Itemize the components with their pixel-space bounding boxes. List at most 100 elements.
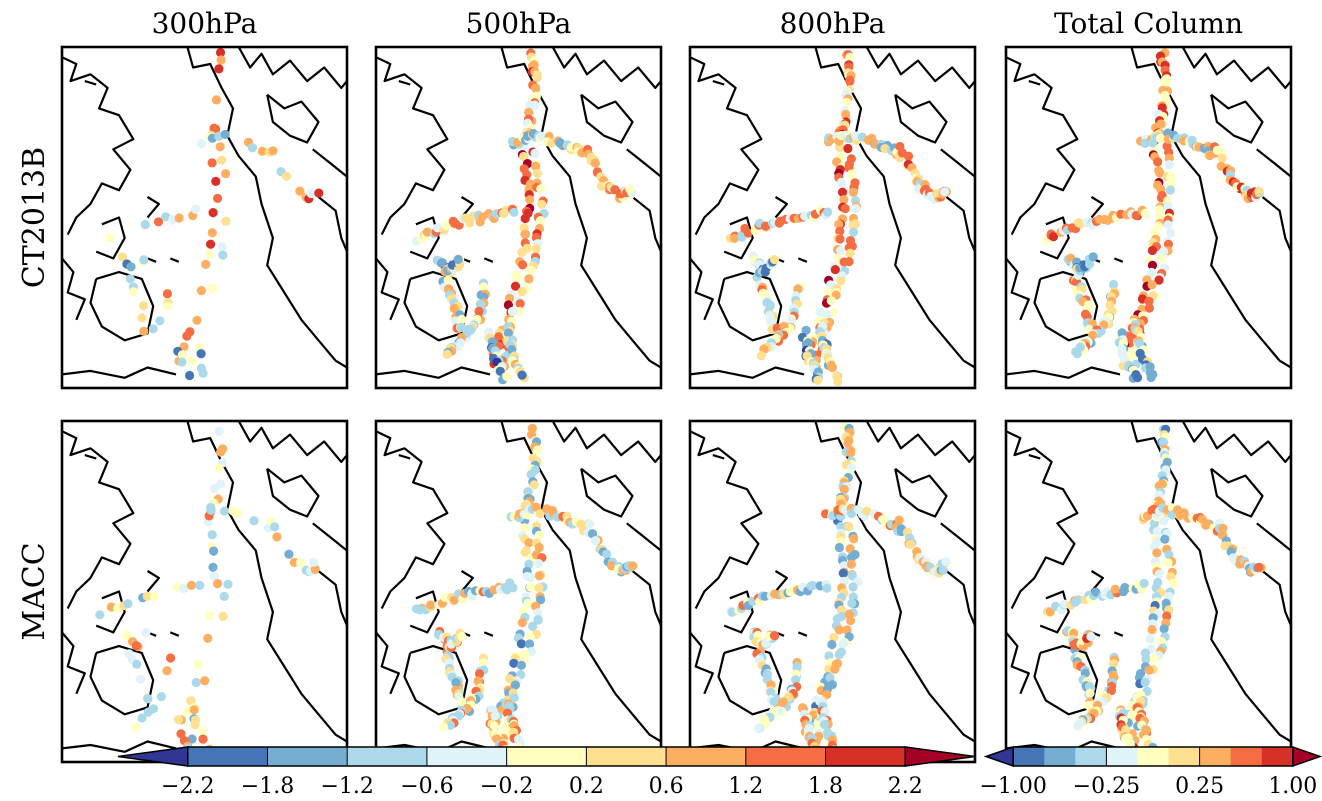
obs-point [520,229,531,239]
obs-point [1140,677,1150,688]
coastline [1039,590,1070,634]
coastline [1090,570,1104,593]
panel-frame [688,419,977,764]
obs-point [847,598,857,608]
obs-point [839,257,849,267]
obs-point [153,217,164,227]
coastline [1039,216,1070,260]
column-titles: 300hPa 500hPa 800hPa Total Column [152,7,1243,40]
obs-point [839,561,849,571]
obs-point [1106,686,1116,696]
obs-point [206,239,216,249]
obs-point [216,55,226,65]
obs-point [845,248,855,258]
obs-point [518,260,528,270]
colorbar-tick-label: −2.2 [161,774,214,799]
obs-point [475,299,486,309]
obs-point [939,187,950,197]
obs-point [197,726,207,736]
map-panel [60,419,349,764]
obs-point [791,675,801,685]
coastline [483,257,494,263]
coastline [62,430,135,609]
coastline [376,257,400,321]
obs-point [606,561,617,571]
obs-point [208,208,218,218]
obs-point [834,625,844,635]
coastline [1210,93,1264,144]
coastline [940,522,975,552]
panel-frame [60,419,349,764]
obs-point [532,73,542,83]
obs-point [1131,210,1141,221]
obs-point [295,558,305,568]
obs-point [1072,349,1082,359]
obs-point [233,508,243,518]
obs-point [823,287,833,297]
coastline [1113,257,1124,263]
obs-point [95,610,105,620]
coastline [797,631,808,637]
obs-point [162,289,172,299]
colorbar-tick-label: −1.00 [979,774,1046,799]
colorbar-tick-label: 1.8 [808,774,843,799]
obs-point [834,219,844,229]
obs-point [105,233,115,243]
obs-point [449,595,459,605]
obs-point [815,307,825,317]
obs-point [842,97,852,107]
obs-point [534,530,544,540]
obs-point [846,463,856,473]
coastline [1006,631,1030,695]
obs-point [839,195,849,205]
obs-point [203,633,213,643]
obs-point [839,484,849,494]
obs-point [1086,632,1096,642]
obs-point [426,600,436,610]
colorbar-tick-label: 1.2 [728,774,763,799]
obs-point [851,203,861,214]
coastline [312,522,347,552]
coastline [1261,570,1291,627]
obs-point [845,76,855,86]
coastline [483,631,494,637]
obs-point [845,52,855,62]
obs-point [1159,624,1169,634]
obs-point [846,616,856,626]
coastline [62,257,86,321]
obs-point [1091,587,1101,597]
obs-point [1155,168,1165,178]
map-panels [60,45,1293,764]
obs-point [905,539,916,550]
coastline [376,430,449,609]
map-content [690,421,975,762]
obs-point [204,611,214,621]
obs-point [761,718,771,729]
obs-point [836,177,846,187]
obs-point [525,632,536,642]
obs-point [533,615,543,625]
obs-point [1159,516,1169,526]
obs-point [519,151,529,162]
coastline [376,631,400,695]
obs-point [489,721,499,731]
obs-point [1140,208,1150,219]
obs-point [534,571,544,581]
colorbar-tick-label: −0.6 [400,774,453,799]
obs-point [210,483,220,493]
obs-point [894,515,904,525]
coastline [147,257,157,263]
obs-point [812,720,822,730]
obs-point [522,571,532,582]
obs-point [207,158,217,168]
obs-point [1153,157,1163,167]
obs-point [507,306,517,317]
colorbar-tick-label: −0.25 [1073,774,1140,799]
obs-point [451,678,461,688]
obs-point [535,508,545,519]
obs-point [1144,665,1154,675]
obs-point [190,720,200,730]
obs-point [270,522,280,532]
obs-point [509,207,519,217]
